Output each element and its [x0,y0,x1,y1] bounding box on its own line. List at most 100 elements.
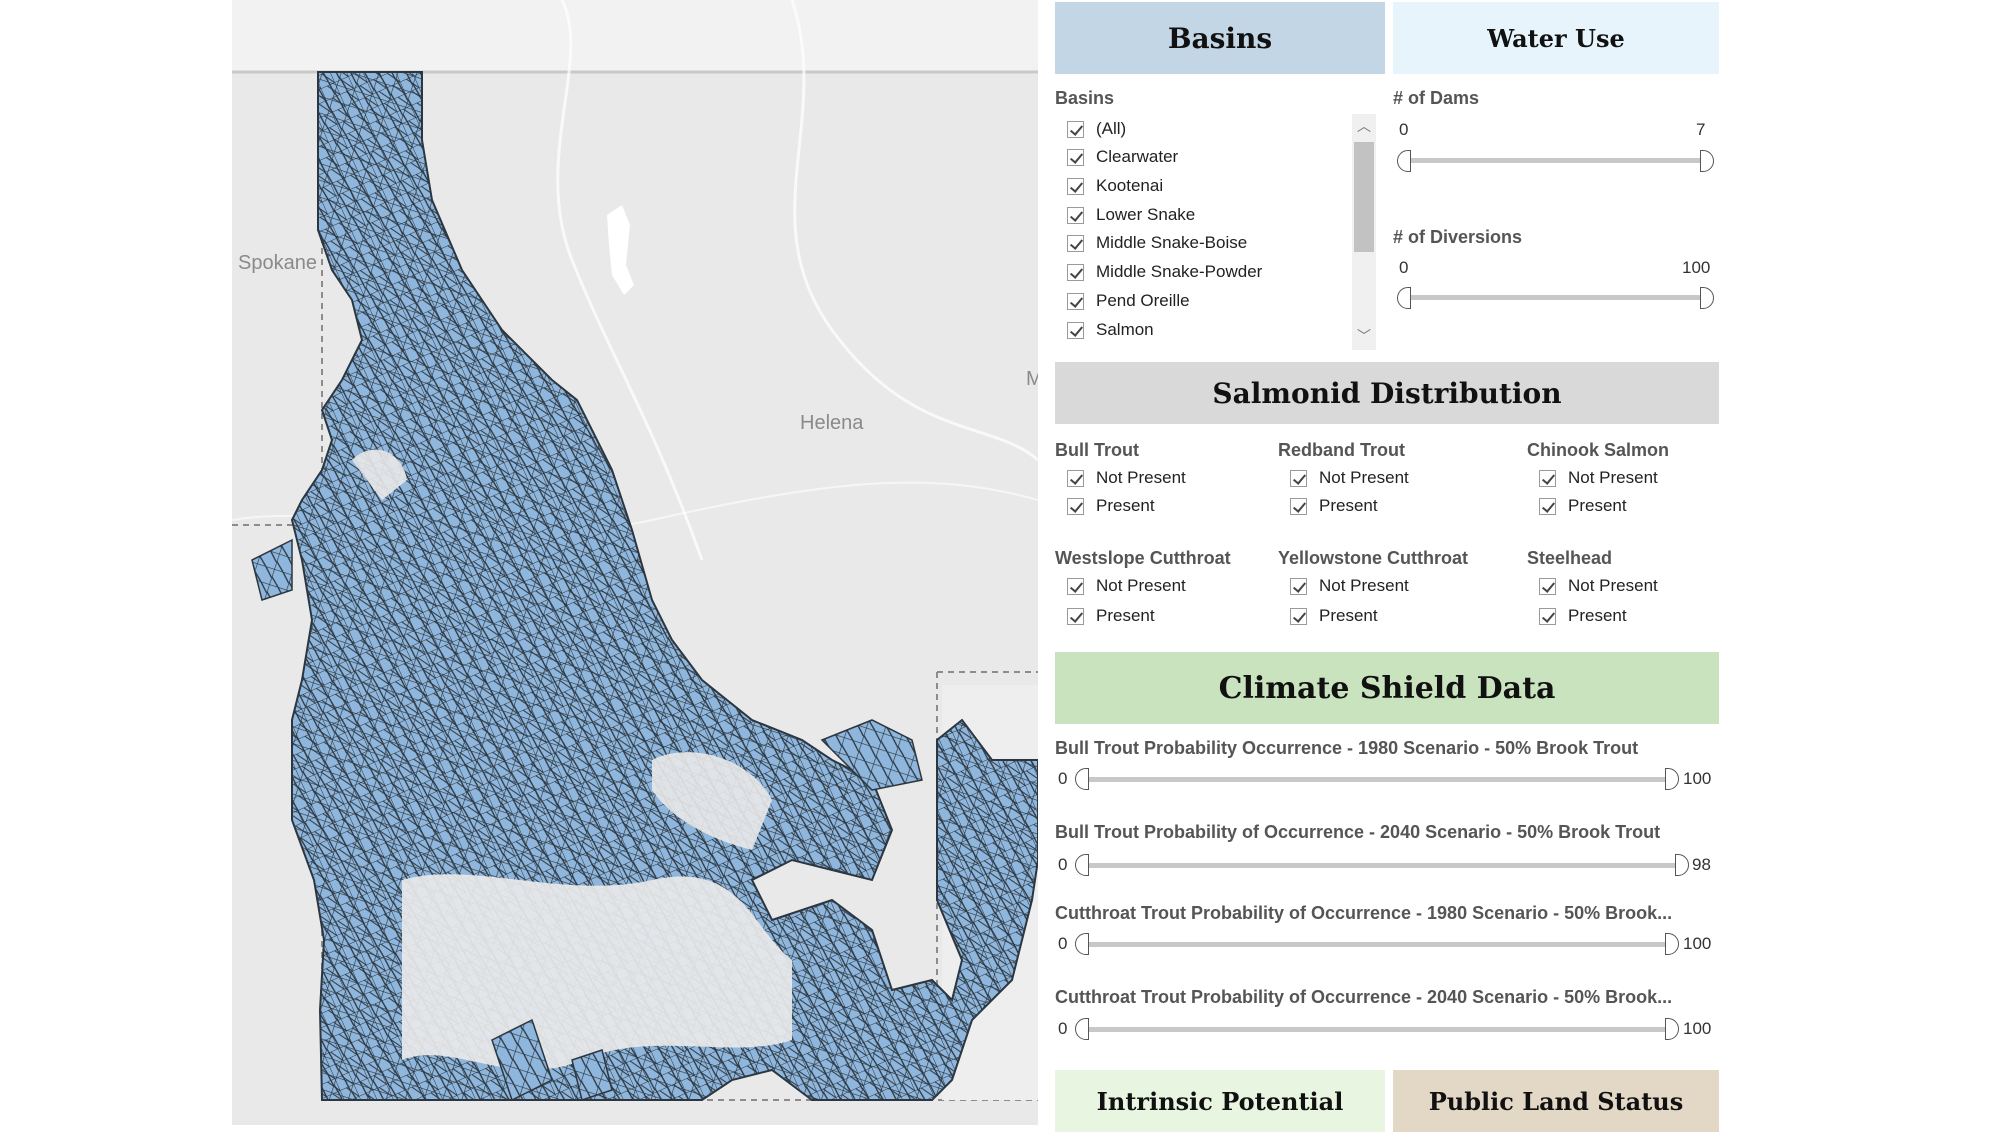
water-use-header: Water Use [1393,2,1719,74]
dams-slider-min-handle[interactable] [1397,150,1411,172]
checkbox-checked[interactable] [1067,321,1084,339]
slider-min-handle[interactable] [1075,1018,1089,1040]
slider-max-handle[interactable] [1675,854,1689,876]
basin-option[interactable]: Kootenai [1067,173,1163,199]
species-option[interactable]: Present [1290,603,1378,629]
checkbox-checked[interactable] [1539,497,1556,515]
species-name: Bull Trout [1055,440,1139,460]
checkbox-checked[interactable] [1539,469,1556,487]
species-option[interactable]: Not Present [1539,465,1658,491]
checkbox-checked[interactable] [1067,234,1084,252]
basin-option[interactable]: Salmon [1067,317,1154,343]
species-option[interactable]: Present [1290,493,1378,519]
basin-option[interactable]: Pend Oreille [1067,288,1190,314]
intrinsic-potential-header[interactable]: Intrinsic Potential [1055,1070,1385,1132]
basin-map[interactable]: Spokane Helena M [232,0,1038,1125]
city-label-partial: M [1026,368,1038,390]
city-label-spokane: Spokane [238,252,317,274]
slider-min-handle[interactable] [1075,768,1089,790]
checkbox-checked[interactable] [1290,577,1307,595]
species-option[interactable]: Not Present [1290,465,1409,491]
slider-max-handle[interactable] [1665,933,1679,955]
dams-slider-track[interactable] [1404,158,1704,163]
basin-option[interactable]: Middle Snake-Powder [1067,259,1262,285]
species-name: Yellowstone Cutthroat [1278,548,1469,568]
species-option[interactable]: Not Present [1290,573,1409,599]
diversions-slider-track[interactable] [1404,295,1704,300]
species-option[interactable]: Not Present [1539,573,1658,599]
slider-max-handle[interactable] [1665,1018,1679,1040]
slider-max-handle[interactable] [1665,768,1679,790]
checkbox-checked[interactable] [1067,206,1084,224]
species-option[interactable]: Present [1067,493,1155,519]
basins-scrollbar[interactable] [1352,114,1376,350]
slider-max-value: 98 [1692,855,1711,874]
species-option-label: Not Present [1568,468,1658,487]
checkbox-checked[interactable] [1067,177,1084,195]
slider-min-value: 0 [1058,769,1068,788]
basin-option[interactable]: Lower Snake [1067,202,1195,228]
slider-min-handle[interactable] [1075,854,1089,876]
checkbox-checked[interactable] [1539,607,1556,625]
species-option[interactable]: Not Present [1067,573,1186,599]
slider-track[interactable] [1082,942,1672,947]
checkbox-checked[interactable] [1067,607,1084,625]
checkbox-checked[interactable] [1067,497,1084,515]
slider-track[interactable] [1082,863,1682,868]
basin-polygons[interactable] [251,71,1038,1102]
slider-max-value: 100 [1683,934,1712,953]
slider-min-value: 0 [1058,1019,1068,1038]
slider-track[interactable] [1082,1027,1672,1032]
species-option-label: Present [1568,606,1627,625]
diversions-filter-label: # of Diversions [1393,227,1523,247]
public-land-status-header[interactable]: Public Land Status [1393,1070,1719,1132]
dams-max-value: 7 [1696,120,1706,139]
basin-option[interactable]: Middle Snake-Boise [1067,230,1247,256]
species-option-label: Present [1096,606,1155,625]
basin-option-label: Pend Oreille [1096,291,1190,310]
checkbox-checked[interactable] [1290,497,1307,515]
scroll-down-icon[interactable]: ﹀ [1357,328,1371,344]
checkbox-checked[interactable] [1067,148,1084,166]
checkbox-checked[interactable] [1067,120,1084,138]
checkbox-checked[interactable] [1067,469,1084,487]
slider-min-handle[interactable] [1075,933,1089,955]
diversions-slider-max-handle[interactable] [1700,287,1714,309]
map-river [790,0,1038,462]
basins-header: Basins [1055,2,1385,74]
city-label-helena: Helena [800,412,864,434]
basin-option-label: (All) [1096,119,1127,138]
diversions-min-value: 0 [1399,258,1409,277]
basins-filter-label: Basins [1055,88,1115,108]
species-option[interactable]: Present [1067,603,1155,629]
map-canvas[interactable] [232,0,1038,1125]
species-option[interactable]: Present [1539,493,1627,519]
species-option-label: Not Present [1319,576,1409,595]
species-option-label: Not Present [1096,576,1186,595]
basin-option[interactable]: Clearwater [1067,144,1178,170]
checkbox-checked[interactable] [1290,469,1307,487]
slider-label: Cutthroat Trout Probability of Occurrenc… [1055,987,1673,1007]
scroll-up-icon[interactable]: ︿ [1357,118,1371,134]
species-option-label: Present [1096,496,1155,515]
species-option[interactable]: Not Present [1067,465,1186,491]
basin-option[interactable]: (All) [1067,116,1126,142]
checkbox-checked[interactable] [1067,292,1084,310]
checkbox-checked[interactable] [1067,263,1084,281]
checkbox-checked[interactable] [1290,607,1307,625]
dams-min-value: 0 [1399,120,1409,139]
salmonid-header: Salmonid Distribution [1055,362,1719,424]
dams-slider-max-handle[interactable] [1700,150,1714,172]
diversions-slider-min-handle[interactable] [1397,287,1411,309]
species-option[interactable]: Present [1539,603,1627,629]
slider-track[interactable] [1082,777,1672,782]
climate-header: Climate Shield Data [1055,652,1719,724]
species-option-label: Not Present [1319,468,1409,487]
dams-filter-label: # of Dams [1393,88,1480,108]
species-name: Westslope Cutthroat [1055,548,1231,568]
scrollbar-thumb[interactable] [1354,142,1374,252]
species-option-label: Present [1319,496,1378,515]
diversions-max-value: 100 [1682,258,1711,277]
checkbox-checked[interactable] [1539,577,1556,595]
checkbox-checked[interactable] [1067,577,1084,595]
